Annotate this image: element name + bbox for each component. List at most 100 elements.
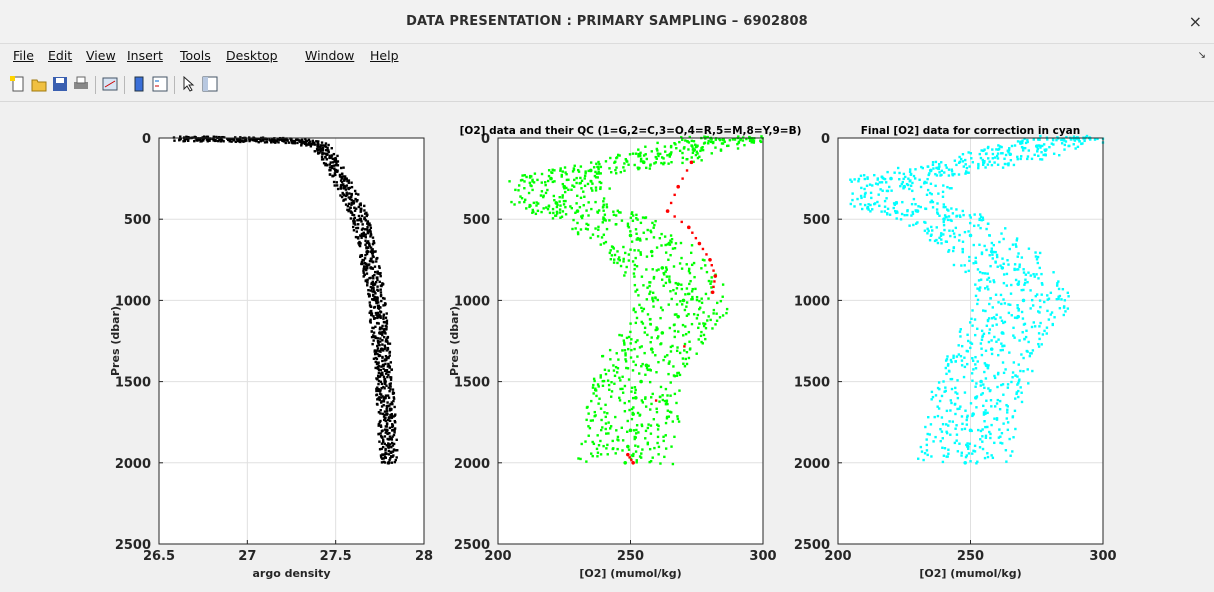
data-point xyxy=(1026,368,1029,371)
data-point xyxy=(982,149,985,153)
data-point xyxy=(368,276,371,280)
menu-insert[interactable]: Insert xyxy=(127,48,163,63)
data-point xyxy=(700,159,703,162)
menu-window[interactable]: Window xyxy=(305,48,355,63)
data-point xyxy=(215,135,218,139)
data-point xyxy=(572,218,575,222)
menu-file[interactable]: File xyxy=(13,48,34,63)
data-point xyxy=(707,142,710,145)
data-point xyxy=(962,213,965,217)
data-point xyxy=(362,271,365,274)
y-axis-label: Pres (dbar) xyxy=(448,306,461,376)
data-point xyxy=(1050,311,1054,314)
data-point xyxy=(657,445,661,449)
data-point xyxy=(953,403,957,406)
property-editor-icon[interactable] xyxy=(202,76,218,92)
legend-icon[interactable] xyxy=(152,76,168,92)
data-point xyxy=(721,295,724,298)
data-point xyxy=(1022,288,1025,292)
data-point xyxy=(380,327,384,330)
data-point xyxy=(1008,147,1011,150)
print-icon[interactable] xyxy=(73,76,89,92)
data-point xyxy=(601,384,605,388)
data-point xyxy=(587,412,590,415)
new-figure-icon[interactable] xyxy=(10,76,26,92)
data-point xyxy=(619,379,622,382)
save-icon[interactable] xyxy=(52,76,68,92)
data-point xyxy=(636,355,639,358)
data-point xyxy=(369,289,372,292)
data-point xyxy=(1004,153,1008,157)
data-point xyxy=(627,335,631,339)
data-point xyxy=(592,442,596,446)
data-point xyxy=(995,417,999,420)
data-point xyxy=(645,268,648,271)
data-point xyxy=(373,352,377,356)
data-point xyxy=(265,141,269,144)
data-point xyxy=(671,462,675,466)
data-point xyxy=(959,354,963,358)
data-point xyxy=(548,211,552,215)
data-point xyxy=(688,135,691,139)
menu-help[interactable]: Help xyxy=(370,48,399,63)
data-point xyxy=(936,211,939,214)
pointer-icon[interactable] xyxy=(181,76,197,92)
data-point xyxy=(639,379,643,384)
data-point xyxy=(668,326,672,330)
data-point xyxy=(976,298,980,302)
menu-tools[interactable]: Tools xyxy=(180,48,211,63)
data-point xyxy=(977,428,980,432)
data-point xyxy=(580,179,584,182)
data-point xyxy=(386,401,389,404)
data-point xyxy=(662,162,665,166)
window-title: DATA PRESENTATION : PRIMARY SAMPLING – 6… xyxy=(406,14,808,29)
data-point xyxy=(648,284,651,288)
menubar-overflow-icon[interactable]: ↘ xyxy=(1197,50,1206,61)
data-point xyxy=(623,349,627,352)
close-icon[interactable]: × xyxy=(1188,12,1202,31)
data-point xyxy=(629,330,632,334)
data-point xyxy=(853,205,856,208)
data-point xyxy=(287,141,290,144)
data-point xyxy=(622,166,625,169)
data-point xyxy=(862,174,866,177)
data-point xyxy=(369,318,372,322)
data-point xyxy=(383,369,387,373)
data-point xyxy=(1014,374,1017,377)
link-plot-icon[interactable] xyxy=(102,76,118,92)
data-point xyxy=(878,204,881,208)
data-point xyxy=(634,340,638,344)
data-point xyxy=(623,341,626,345)
menu-desktop[interactable]: Desktop xyxy=(226,48,278,63)
data-point xyxy=(969,152,973,155)
data-point xyxy=(390,401,394,404)
data-point xyxy=(396,449,399,452)
data-point xyxy=(387,396,391,399)
data-point xyxy=(685,287,689,290)
data-point xyxy=(1047,297,1051,300)
data-point xyxy=(605,447,608,450)
data-point xyxy=(707,139,710,143)
data-point xyxy=(673,215,676,218)
menu-view[interactable]: View xyxy=(86,48,116,63)
x-axis-label: argo density xyxy=(252,567,330,580)
colorbar-icon[interactable] xyxy=(131,76,147,92)
data-point xyxy=(379,337,382,340)
data-point xyxy=(336,160,340,163)
data-point xyxy=(628,456,631,459)
data-point xyxy=(655,157,658,160)
menu-edit[interactable]: Edit xyxy=(48,48,73,63)
data-point xyxy=(380,405,384,408)
data-point xyxy=(931,200,935,204)
data-point xyxy=(1010,144,1014,148)
data-point xyxy=(611,439,614,443)
data-point xyxy=(977,164,980,167)
data-point xyxy=(905,182,909,186)
data-point xyxy=(368,293,371,296)
data-point xyxy=(322,158,325,161)
data-point xyxy=(969,460,972,463)
open-file-icon[interactable] xyxy=(31,76,47,92)
data-point xyxy=(630,348,633,352)
data-point xyxy=(540,190,544,193)
data-point xyxy=(383,435,387,438)
